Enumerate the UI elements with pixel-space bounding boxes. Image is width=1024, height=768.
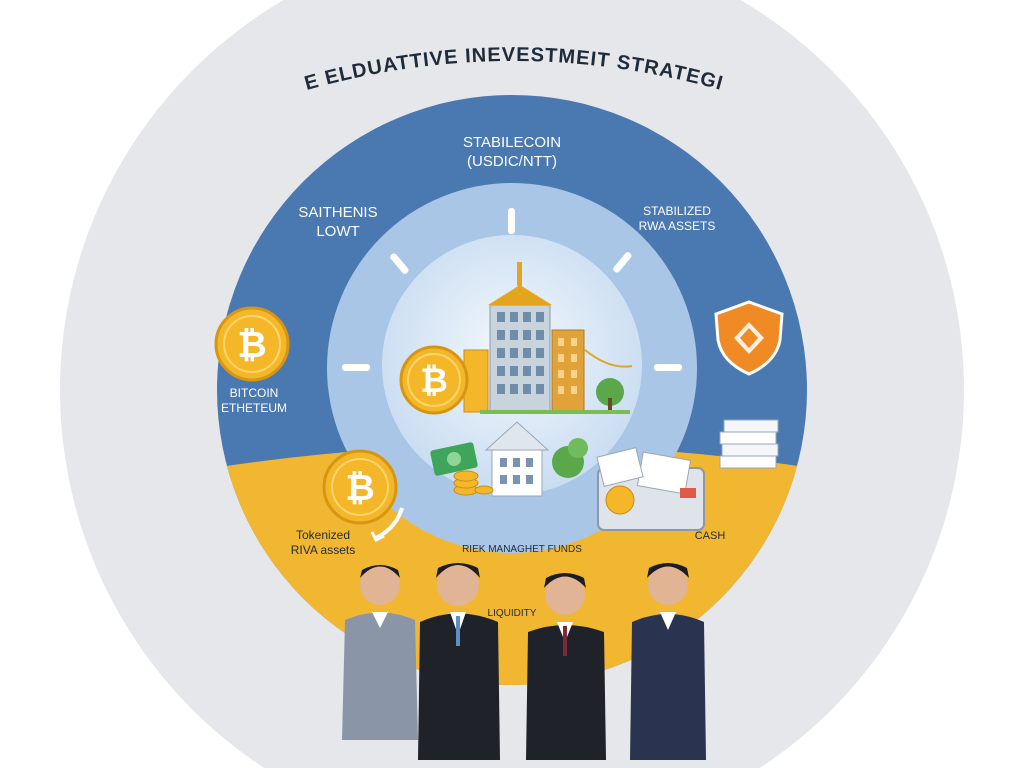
- segment-label-top-left-line1: SAITHENIS: [298, 204, 378, 221]
- bitcoin-coin-icon: ₿: [399, 345, 469, 415]
- segment-label-bottom-left-line1: Tokenized: [295, 528, 351, 542]
- house-icon: [484, 421, 550, 497]
- segment-label-top-left-line2: LOWT: [316, 222, 360, 240]
- svg-text:THE ELDUATTIVE INEVESTMEIT STR: THE ELDUATTIVE INEVESTMEIT STRATEGIES: [0, 0, 726, 95]
- segment-label-left-line2: ETHETEUM: [221, 401, 287, 415]
- segment-label-top-right-line2: RWA ASSETS: [638, 219, 716, 233]
- title-graphic: THE ELDUATTIVE INEVESTMEIT STRATEGIES: [0, 0, 726, 95]
- building-icon: [463, 262, 633, 414]
- segment-label-left: BITCOIN ETHETEUM: [206, 386, 302, 416]
- diagram-title: THE ELDUATTIVE INEVESTMEIT STRATEGIES: [0, 0, 725, 95]
- segment-label-left-line1: BITCOIN: [229, 386, 279, 400]
- segment-label-top-left: SAITHENIS LOWT: [278, 204, 398, 242]
- segment-label-top-line1: STABILECOIN: [462, 134, 562, 151]
- segment-label-top-right: STABILIZED RWA ASSETS: [622, 204, 732, 234]
- business-people-illustration: [342, 563, 706, 760]
- wallet-icon: [596, 447, 705, 531]
- segment-label-top-line2: (USDIC/NTT): [467, 152, 557, 170]
- svg-text:₿: ₿: [237, 324, 266, 365]
- svg-text:₿: ₿: [345, 467, 374, 508]
- segment-label-top: STABILECOIN (USDIC/NTT): [432, 134, 592, 172]
- document-stack-icon: [719, 419, 779, 469]
- bitcoin-coin-icon: ₿: [322, 449, 404, 543]
- segment-label-bottom-center: RIEK MANAGHET FUNDS: [462, 544, 582, 555]
- segment-label-top-right-line1: STABILIZED: [643, 204, 711, 218]
- segment-label-bottom-right: CASH: [694, 530, 726, 542]
- bitcoin-coin-icon: ₿: [214, 306, 290, 382]
- svg-text:₿: ₿: [420, 362, 448, 400]
- ring-ticks: [342, 208, 682, 371]
- segment-label-bottom-left-line2: RIVA assets: [290, 543, 356, 557]
- liquidity-label: LIQUIDITY: [487, 608, 537, 619]
- segment-label-bottom-left: Tokenized RIVA assets: [268, 528, 378, 558]
- money-bag-icon: [430, 438, 588, 496]
- shield-icon: [714, 300, 784, 376]
